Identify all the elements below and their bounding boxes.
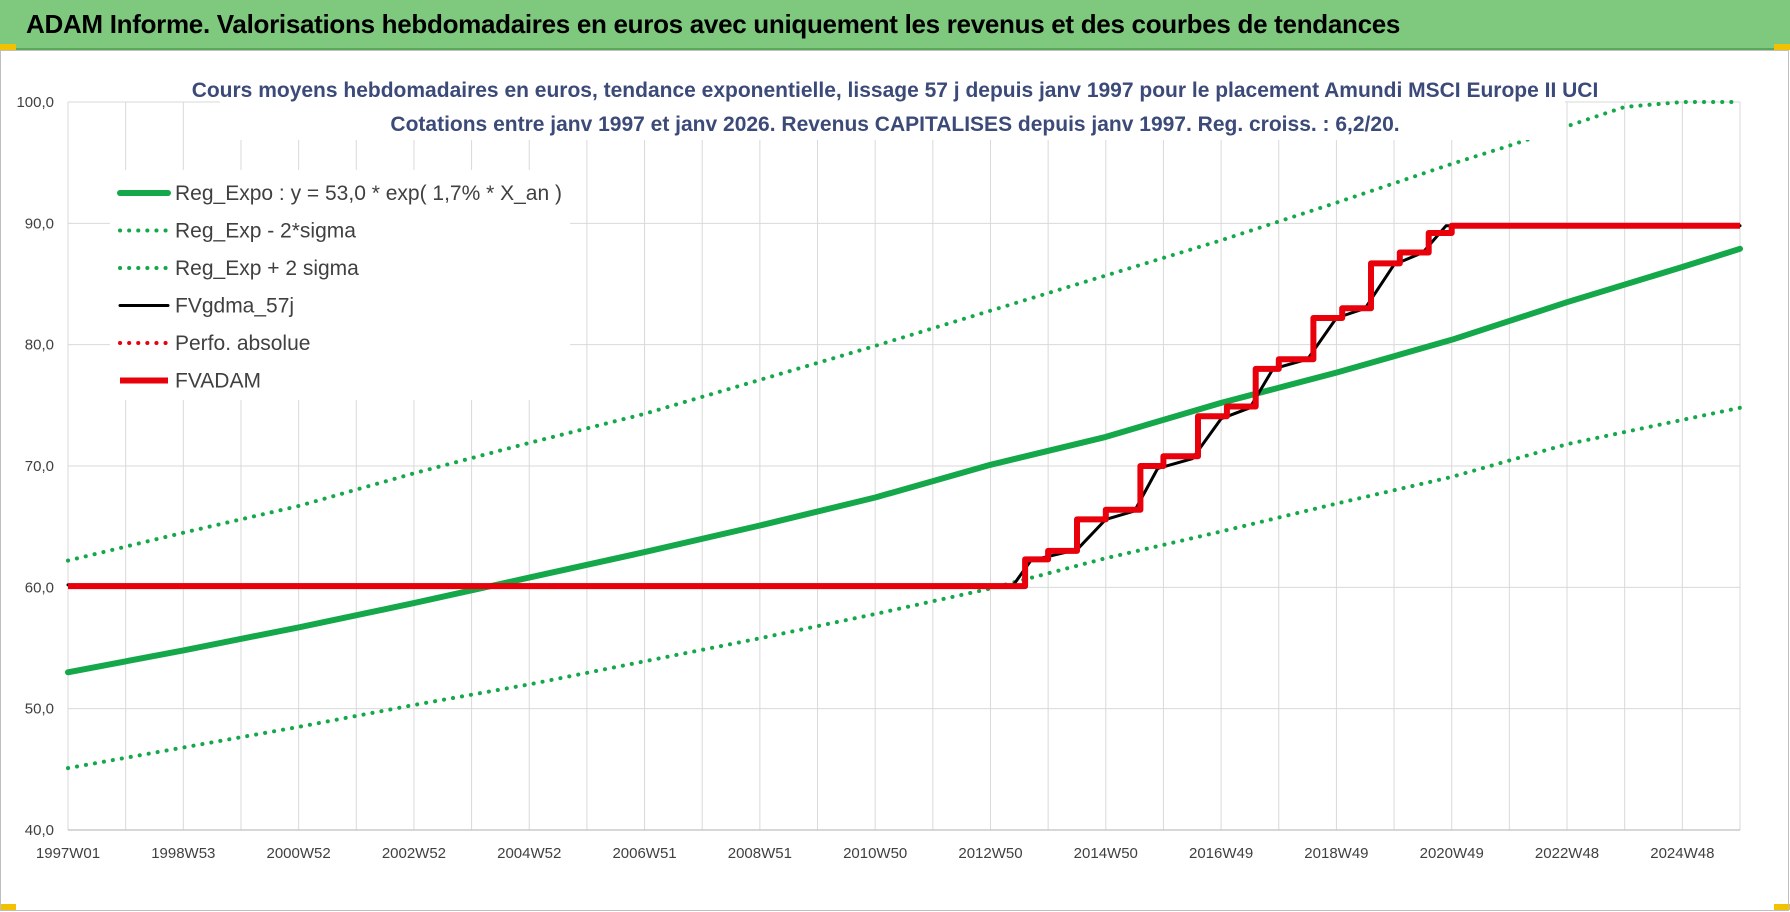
title-background bbox=[220, 78, 1565, 140]
legend-background bbox=[110, 170, 570, 400]
x-tick-label: 2014W50 bbox=[1074, 845, 1138, 862]
y-tick-label: 40,0 bbox=[25, 822, 54, 839]
corner-marker-left bbox=[0, 44, 16, 50]
chart-title-line-2: Cotations entre janv 1997 et janv 2026. … bbox=[390, 113, 1399, 136]
chart-frame bbox=[0, 50, 1789, 911]
x-tick-label: 1998W53 bbox=[151, 845, 215, 862]
legend: Reg_Expo : y = 53,0 * exp( 1,7% * X_an )… bbox=[117, 182, 562, 393]
legend-label: Reg_Expo : y = 53,0 * exp( 1,7% * X_an ) bbox=[175, 182, 562, 205]
series-line-5 bbox=[68, 222, 1740, 590]
chart-title-line-1: Cours moyens hebdomadaires en euros, ten… bbox=[192, 79, 1599, 102]
y-tick-label: 80,0 bbox=[25, 337, 54, 354]
x-tick-label: 1997W01 bbox=[36, 845, 100, 862]
corner-marker-right bbox=[1774, 44, 1790, 50]
x-tick-label: 2018W49 bbox=[1304, 845, 1368, 862]
series-line-1 bbox=[66, 405, 1742, 771]
legend-label: FVgdma_57j bbox=[175, 295, 294, 318]
x-tick-label: 2000W52 bbox=[267, 845, 331, 862]
x-tick-label: 2004W52 bbox=[497, 845, 561, 862]
legend-label: FVADAM bbox=[175, 370, 261, 393]
x-tick-label: 2022W48 bbox=[1535, 845, 1599, 862]
y-tick-label: 100,0 bbox=[16, 94, 54, 111]
report-banner: ADAM Informe. Valorisations hebdomadaire… bbox=[0, 0, 1790, 50]
series-line-0 bbox=[65, 245, 1743, 676]
x-tick-label: 2020W49 bbox=[1420, 845, 1484, 862]
legend-label: Reg_Exp - 2*sigma bbox=[175, 220, 356, 243]
y-tick-label: 90,0 bbox=[25, 215, 54, 232]
series-layer bbox=[65, 100, 1743, 771]
x-tick-label: 2012W50 bbox=[958, 845, 1022, 862]
x-tick-label: 2002W52 bbox=[382, 845, 446, 862]
y-tick-label: 70,0 bbox=[25, 458, 54, 475]
x-axis-ticks: 1997W01 1998W53 2000W52 2002W52 2004W52 2006W… bbox=[36, 845, 1715, 862]
series-line-2 bbox=[66, 100, 1742, 563]
x-tick-label: 2010W50 bbox=[843, 845, 907, 862]
x-tick-label: 2016W49 bbox=[1189, 845, 1253, 862]
legend-label: Reg_Exp + 2 sigma bbox=[175, 257, 359, 280]
y-tick-label: 50,0 bbox=[25, 701, 54, 718]
x-tick-label: 2008W51 bbox=[728, 845, 792, 862]
legend-label: Perfo. absolue bbox=[175, 332, 310, 355]
x-tick-label: 2006W51 bbox=[612, 845, 676, 862]
y-tick-label: 60,0 bbox=[25, 579, 54, 596]
y-axis-ticks: 40,0 50,0 60,0 70,0 80,0 90,0 100,0 bbox=[16, 94, 54, 839]
corner-marker-bottom-right bbox=[1774, 904, 1790, 910]
x-tick-label: 2024W48 bbox=[1650, 845, 1714, 862]
corner-marker-bottom-left bbox=[0, 904, 16, 910]
report-title: ADAM Informe. Valorisations hebdomadaire… bbox=[26, 9, 1401, 39]
